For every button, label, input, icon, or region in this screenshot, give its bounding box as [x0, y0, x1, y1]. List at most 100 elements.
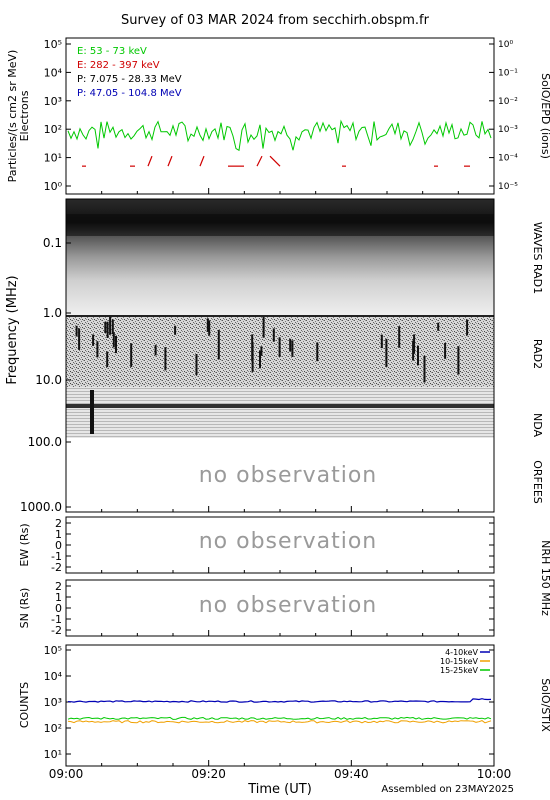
- stix-frame: [65, 644, 495, 767]
- rad2-burst: [437, 322, 440, 331]
- radio-tick-label: 1000.0: [20, 500, 62, 514]
- particles-legend-entry: P: 47.05 - 104.8 MeV: [77, 88, 182, 99]
- particles-panel: Particles/(s cm2 sr MeV) Electrons SolO/…: [6, 37, 550, 195]
- nda-dark-band: [66, 404, 494, 408]
- stix-legend-entry: 10-15keV: [440, 657, 479, 666]
- rad2-burst: [206, 318, 209, 332]
- stix-ticks: 10¹ 10² 10³ 10⁴ 10⁵: [44, 644, 494, 761]
- stix-tick-label: 10²: [44, 722, 62, 735]
- rad2-burst: [251, 334, 254, 362]
- rad2-burst: [75, 325, 78, 337]
- radio-tick-label: 1.0: [43, 306, 62, 320]
- nrh-tick-label: 1: [55, 591, 62, 604]
- time-tick-label: 09:00: [49, 767, 84, 781]
- radio-panel: no observation Frequency (MHz) 0.1 1.0 10.…: [5, 198, 544, 514]
- nrh-tick-label: 0: [55, 539, 62, 552]
- electron-282-397kev-segment: [147, 155, 153, 167]
- rad2-burst: [380, 334, 383, 349]
- nrh-label: NRH 150 MHz: [539, 540, 550, 616]
- rad2-burst: [217, 329, 220, 360]
- nrh-tick-label: -2: [51, 624, 62, 637]
- nrh-ew-no-observation: no observation: [199, 529, 378, 554]
- electron-282-397kev-segment: [256, 155, 263, 167]
- rad2-burst: [398, 326, 401, 348]
- rad2-burst: [262, 316, 265, 338]
- nda-spectrogram: [66, 387, 494, 438]
- particles-right-tick-label: 10⁻⁵: [498, 182, 518, 192]
- time-tick-label: 10:00: [477, 767, 512, 781]
- stix-right-label: SolO/STIX: [539, 678, 550, 732]
- nrh-tick-label: -1: [51, 613, 62, 626]
- particles-left-tick-label: 10⁴: [44, 66, 63, 79]
- stix-4-10kev-series: [67, 698, 492, 703]
- nrh-ns-no-observation: no observation: [199, 593, 378, 618]
- rad2-burst: [78, 328, 81, 350]
- nda-burst: [90, 390, 94, 434]
- rad2-burst: [195, 354, 198, 376]
- nrh-tick-label: 0: [55, 602, 62, 615]
- stix-ylabel: COUNTS: [18, 682, 31, 728]
- particles-right-label: SolO/EPD (ions): [539, 73, 550, 159]
- particles-legend: E: 53 - 73 keV E: 282 - 397 keV P: 7.075 -…: [77, 46, 182, 99]
- radio-instrument-label: WAVES RAD1: [531, 222, 544, 294]
- rad2-burst: [104, 321, 107, 333]
- rad2-burst: [272, 328, 275, 342]
- nrh-tick-label: -1: [51, 550, 62, 563]
- stix-legend-entry: 4-10keV: [445, 648, 478, 657]
- rad2-burst: [164, 347, 167, 371]
- electron-282-397kev-segment: [269, 155, 281, 167]
- particles-ylabel-electrons: Electrons: [18, 90, 31, 141]
- particles-right-tick-label: 10⁰: [498, 40, 513, 50]
- rad2-burst: [289, 338, 292, 352]
- particles-legend-entry: P: 7.075 - 28.33 MeV: [77, 74, 182, 85]
- particles-left-tick-label: 10⁰: [44, 180, 63, 193]
- stix-legend-entry: 15-25keV: [440, 666, 479, 675]
- rad2-burst: [111, 319, 114, 335]
- rad2-burst: [115, 335, 117, 354]
- radio-instrument-label: NDA: [531, 413, 544, 438]
- particles-left-tick-label: 10²: [44, 123, 62, 136]
- stix-panel: COUNTS SolO/STIX 10¹ 10² 10³ 10⁴ 10⁵ 4-10keV…: [18, 644, 550, 767]
- nrh-tick-label: 1: [55, 528, 62, 541]
- nrh-tick-label: -2: [51, 561, 62, 574]
- nrh-ew-ticks: 210-1-2: [51, 517, 494, 574]
- rad2-burst: [385, 338, 388, 367]
- rad2-burst: [208, 320, 211, 336]
- rad2-burst: [423, 355, 426, 383]
- radio-ylabel: Frequency (MHz): [5, 275, 20, 384]
- particles-left-tick-label: 10⁵: [44, 38, 62, 51]
- electron-282-397kev-series: [82, 155, 470, 167]
- electron-53-73kev-series: [67, 119, 492, 152]
- radio-instrument-label: RAD2: [531, 339, 544, 369]
- orfees-area: [66, 438, 494, 512]
- rad2-bursts: [66, 315, 494, 383]
- rad2-burst: [92, 334, 95, 346]
- radio-ticks: 0.1 1.0 10.0 100.0 1000.0: [20, 236, 71, 514]
- rad2-burst: [259, 350, 261, 369]
- particles-right-tick-label: 10⁻¹: [498, 68, 518, 78]
- stix-tick-label: 10⁵: [44, 644, 62, 657]
- rad2-burst: [174, 325, 177, 335]
- time-tick-label: 09:40: [334, 767, 369, 781]
- nrh-ns-ticks: 210-1-2: [51, 580, 494, 637]
- particles-right-tick-label: 10⁻³: [498, 125, 518, 135]
- rad2-burst: [291, 340, 294, 357]
- rad2-burst: [106, 351, 109, 368]
- nrh-ns-panel: no observation SN (Rs) 210-1-2: [18, 579, 495, 637]
- particles-left-ticks: 10⁰ 10¹ 10² 10³ 10⁴ 10⁵: [44, 38, 71, 193]
- rad2-burst: [444, 342, 447, 359]
- particles-left-tick-label: 10³: [44, 95, 62, 108]
- nrh-tick-label: 2: [55, 517, 62, 530]
- stix-15-25kev-series: [67, 716, 492, 720]
- page-title: Survey of 03 MAR 2024 from secchirh.obsp…: [121, 13, 430, 28]
- rad2-burst: [130, 343, 133, 367]
- stix-10-15kev-series: [67, 720, 492, 724]
- rad2-burst: [109, 316, 112, 335]
- particles-right-tick-label: 10⁻⁴: [498, 154, 518, 164]
- stix-tick-label: 10⁴: [44, 670, 63, 683]
- radio-instrument-labels: WAVES RAD1 RAD2 NDA ORFEES: [531, 222, 544, 504]
- radio-instrument-label: ORFEES: [531, 460, 544, 504]
- rad2-burst: [106, 321, 109, 338]
- rad2-burst: [466, 319, 469, 336]
